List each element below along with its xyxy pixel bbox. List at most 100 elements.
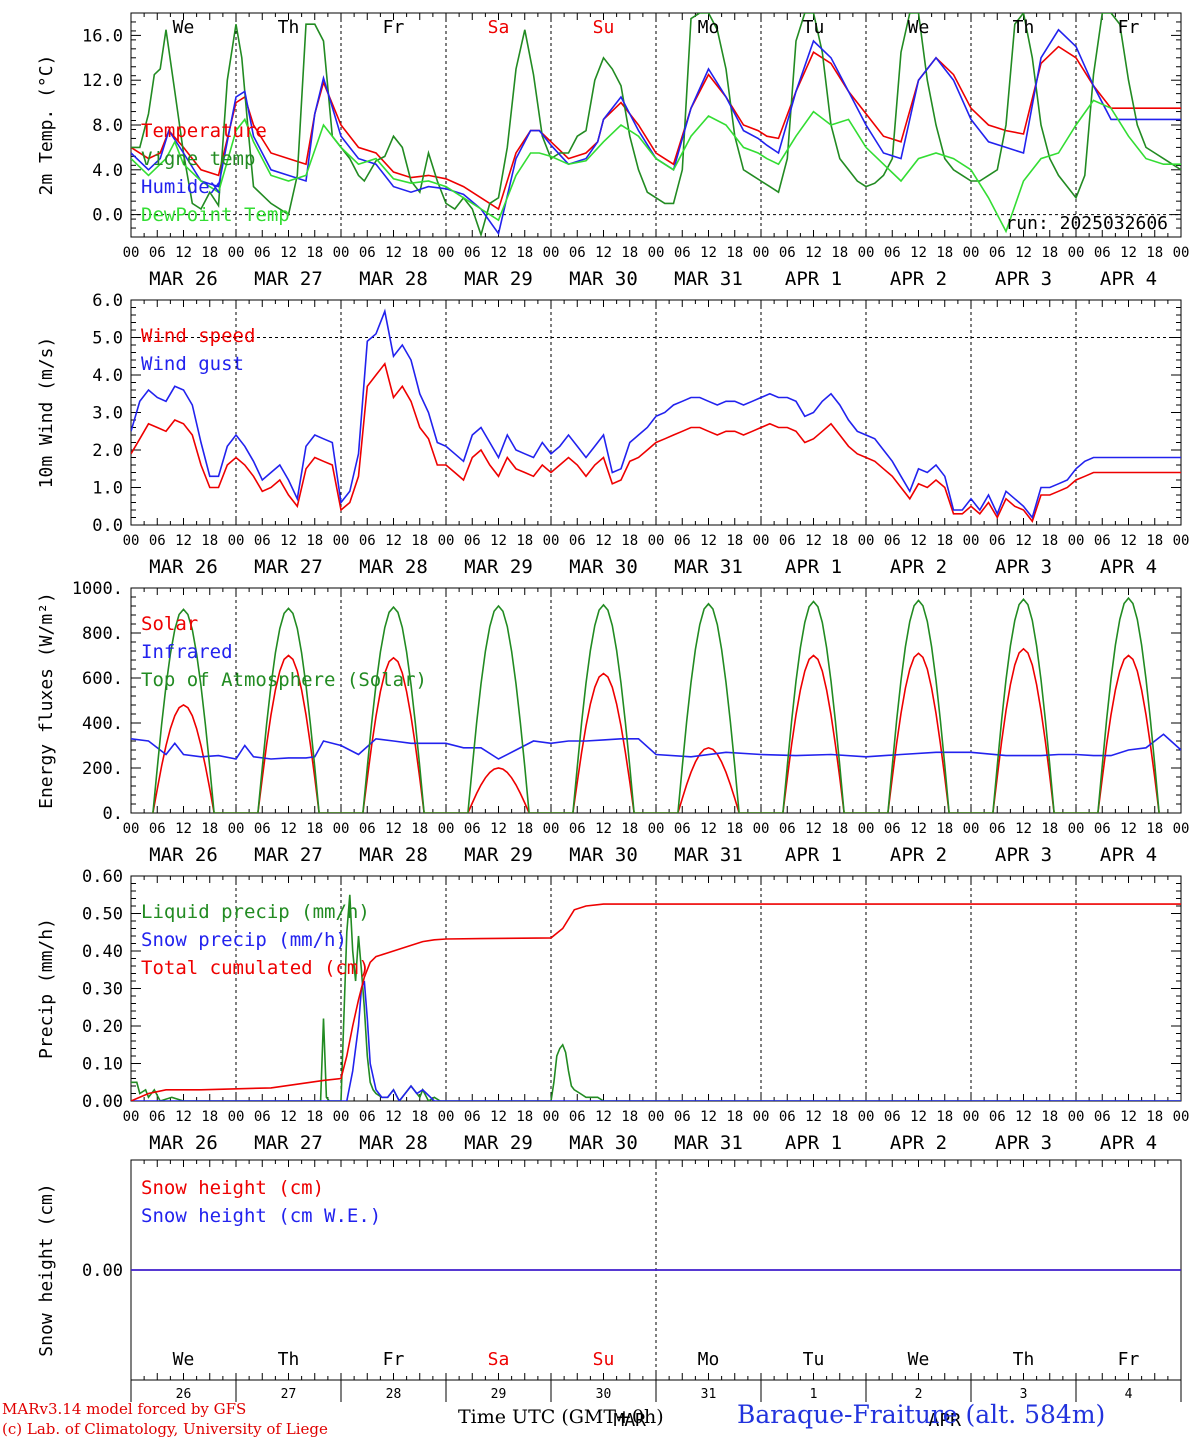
series-line: [131, 99, 1181, 234]
y-axis-label: 10m Wind (m/s): [36, 337, 57, 489]
series-line: [152, 647, 1160, 813]
hour-label: 12: [1015, 533, 1032, 549]
hour-label: 06: [359, 245, 376, 261]
day-number: 3: [1020, 1387, 1028, 1402]
day-name: Tu: [803, 1349, 825, 1370]
hour-label: 18: [201, 1109, 218, 1125]
hour-label: 06: [254, 821, 271, 837]
hour-label: 00: [648, 1109, 665, 1125]
day-number: 4: [1125, 1387, 1133, 1402]
series-line: [131, 13, 1181, 237]
hour-label: 12: [805, 533, 822, 549]
hour-label: 06: [884, 821, 901, 837]
hour-label: 06: [674, 533, 691, 549]
y-tick-label: 4.0: [92, 366, 123, 386]
hour-label: 12: [805, 1109, 822, 1125]
day-name: Fr: [383, 17, 405, 38]
hour-label: 06: [464, 1109, 481, 1125]
month-label: APR: [928, 1410, 961, 1431]
hour-label: 00: [123, 821, 140, 837]
hour-label: 06: [254, 533, 271, 549]
hour-label: 00: [963, 533, 980, 549]
date-label: MAR 31: [674, 556, 743, 578]
x-axis-title: Time UTC (GMT+0h): [458, 1406, 664, 1428]
date-label: MAR 28: [359, 556, 428, 578]
hour-label: 12: [910, 245, 927, 261]
hour-label: 00: [333, 1109, 350, 1125]
series-line: [131, 28, 1181, 236]
y-tick-label: 0.20: [82, 1017, 123, 1037]
hour-label: 18: [936, 1109, 953, 1125]
hour-label: 18: [411, 533, 428, 549]
day-name: Fr: [1118, 1349, 1140, 1370]
hour-label: 12: [595, 821, 612, 837]
hour-label: 06: [149, 1109, 166, 1125]
hour-label: 18: [201, 821, 218, 837]
hour-label: 06: [254, 1109, 271, 1125]
hour-label: 18: [936, 245, 953, 261]
y-tick-label: 800.: [82, 624, 123, 644]
hour-label: 00: [333, 533, 350, 549]
day-name: Th: [278, 17, 300, 38]
hour-label: 18: [306, 821, 323, 837]
day-name: We: [173, 17, 195, 38]
hour-label: 00: [858, 1109, 875, 1125]
hour-label: 06: [989, 533, 1006, 549]
hour-label: 18: [621, 245, 638, 261]
legend-entry: Infrared: [141, 641, 233, 663]
hour-label: 06: [884, 533, 901, 549]
hour-label: 12: [280, 1109, 297, 1125]
y-tick-label: 5.0: [92, 329, 123, 349]
legend-entry: Vigne temp: [141, 148, 255, 170]
hour-label: 06: [1094, 1109, 1111, 1125]
day-name: Su: [593, 17, 615, 38]
hour-label: 06: [359, 1109, 376, 1125]
series-group: [131, 894, 1181, 1101]
panel-snow: 0.00 Snow height (cm) Snow height (cm) Snow…: [36, 1159, 1182, 1431]
day-name: Sa: [488, 17, 510, 38]
hour-label: 00: [648, 533, 665, 549]
y-tick-label: 16.0: [82, 26, 123, 46]
y-axis-label: Energy fluxes (W/m²): [36, 592, 57, 809]
hour-label: 06: [359, 821, 376, 837]
y-tick-label: 2.0: [92, 441, 123, 461]
hour-label: 12: [1015, 245, 1032, 261]
day-name: Th: [1013, 1349, 1035, 1370]
hour-label: 18: [1146, 533, 1163, 549]
hour-label: 00: [438, 1109, 455, 1125]
hour-label: 06: [779, 821, 796, 837]
hour-label: 18: [516, 533, 533, 549]
month-label: MAR: [613, 1410, 646, 1431]
hour-label: 18: [201, 533, 218, 549]
hour-label: 12: [175, 533, 192, 549]
day-number: 29: [491, 1387, 507, 1402]
y-tick-label: 0.60: [82, 867, 123, 887]
hour-label: 12: [910, 533, 927, 549]
hour-label: 00: [1173, 245, 1190, 261]
date-label: APR 3: [995, 556, 1052, 578]
day-number: 30: [596, 1387, 612, 1402]
hour-label: 12: [175, 245, 192, 261]
legend-entry: Snow height (cm): [141, 1177, 324, 1199]
hour-label: 12: [1015, 821, 1032, 837]
hour-label: 00: [963, 821, 980, 837]
panel-temperature: 0.0 4.0 8.0 12.0 16.0 2m Temp. (°C) Temperatur…: [36, 12, 1190, 290]
hour-label: 12: [490, 245, 507, 261]
hour-label: 12: [700, 1109, 717, 1125]
day-name: Mo: [698, 1349, 720, 1370]
series-line: [131, 894, 1181, 1101]
hour-label: 00: [858, 533, 875, 549]
y-tick-label: 200.: [82, 759, 123, 779]
date-label: MAR 30: [569, 844, 638, 866]
date-label: MAR 28: [359, 268, 428, 290]
hour-label: 18: [411, 821, 428, 837]
hour-label: 12: [385, 1109, 402, 1125]
legend-entry: Snow height (cm W.E.): [141, 1205, 381, 1227]
date-label: APR 2: [890, 844, 947, 866]
date-label: MAR 29: [464, 844, 533, 866]
hour-label: 00: [1068, 1109, 1085, 1125]
date-label: APR 4: [1100, 1132, 1157, 1154]
hour-label: 06: [464, 533, 481, 549]
hour-label: 00: [753, 821, 770, 837]
